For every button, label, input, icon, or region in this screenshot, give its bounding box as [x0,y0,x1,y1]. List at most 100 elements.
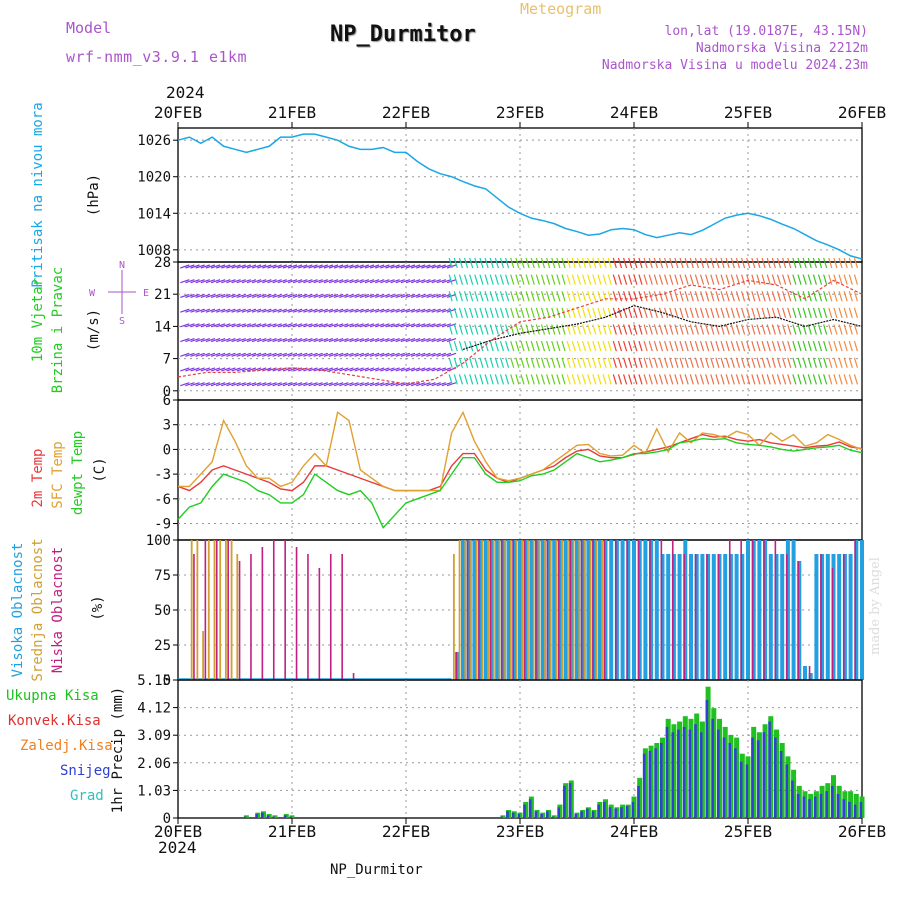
wind-barb [751,324,756,335]
wind-barb [190,337,200,343]
precip-bar-snow [255,813,258,818]
wind-barb [561,340,566,352]
precip-bar-snow [768,721,771,818]
bottom-date-label: 26FEB [838,822,886,841]
wind-barb [200,382,210,387]
wind-barb [231,337,241,343]
wind-barb [267,293,277,298]
wind-barb [653,324,658,335]
wind-barb [446,337,457,343]
wind-barb [431,279,441,284]
pressure-ytick-label: 1014 [137,206,171,222]
cloud-bar [483,540,488,680]
wind-barb [448,324,453,335]
wind-barb [205,382,216,387]
wind-barb [236,367,246,372]
wind-barb [525,357,530,368]
wind-barb [180,367,190,372]
wind-barb [180,279,190,284]
wind-barb [246,264,257,269]
cloud-bar [492,540,495,680]
wind-barb [551,374,556,385]
precip-bar-snow [751,737,754,818]
wind-barb [540,340,546,352]
cloud-bar [236,554,239,680]
precip-ytick-label: 0 [163,811,171,827]
wind-barb [710,340,715,352]
wind-barb [561,257,566,269]
wind-barb [251,308,262,313]
wind-barb [499,357,505,368]
wind-barb [812,291,817,302]
wind-barb [221,293,231,298]
wind-barb [597,257,602,269]
wind-barb [710,307,715,319]
wind-barb [380,323,390,328]
wind-barb [792,357,797,368]
wind-barb [303,382,313,387]
wind-barb [257,323,267,328]
wind-barb [246,337,257,343]
wind-barb [828,374,833,385]
temp-ytick-label: -6 [154,492,171,508]
wind-barb [200,308,210,313]
wind-barb [674,374,679,385]
wind-barb [658,291,664,302]
wind-barb [546,357,551,368]
wind-barb [463,324,469,335]
model-name: wrf-nmm_v3.9.1 e1km [66,48,248,66]
wind-barb [587,274,592,285]
wind-barb [592,257,597,269]
wind-barb [323,279,334,284]
wind-barb [185,323,195,328]
wind-barb [489,357,494,368]
wind-barb [833,374,838,385]
wind-barb [448,307,453,319]
wind-barb [185,308,195,313]
wind-barb [463,257,469,269]
wind-barb [489,374,494,385]
cloud-bar [555,540,558,680]
cloud-bar [518,540,522,680]
wind-barb [792,340,797,352]
wind-barb [458,257,464,269]
wind-barb [441,352,452,357]
cloud-bar [569,540,574,680]
wind-barb [730,274,735,285]
wind-barb [720,257,725,269]
wind-barb [303,279,313,284]
wind-barb [463,340,469,352]
wind-barb [623,357,628,368]
precip-bar-snow [688,729,692,818]
cloud-bar [601,540,603,680]
wind-barb [694,374,699,385]
cloud-bar [706,554,708,680]
wind-barb [210,352,221,357]
wind-barb [551,340,556,352]
wind-barb [602,274,607,285]
wind-barb [807,324,812,335]
wind-barb [802,340,807,352]
wind-barb [689,291,694,302]
wind-barb [751,257,756,269]
cloud-bar [803,666,807,680]
cloud-bar [458,540,461,680]
wind-barb [540,374,546,385]
wind-barb [318,382,328,387]
wind-barb [792,307,797,319]
wind-barb [499,274,505,285]
wind-barb [364,352,375,357]
wind-barb [359,352,370,357]
wind-barb [828,257,833,269]
wind-barb [298,367,308,372]
wind-barb [246,382,257,387]
wind-barb [226,293,236,298]
wind-barb [807,374,812,385]
wind-barb [241,264,252,269]
wind-barb [689,307,694,319]
wind-barb [436,367,446,372]
wind-barb [576,357,581,368]
wind-barb [380,382,390,387]
wind-barb [597,324,602,335]
precip-bar-snow [648,751,652,818]
